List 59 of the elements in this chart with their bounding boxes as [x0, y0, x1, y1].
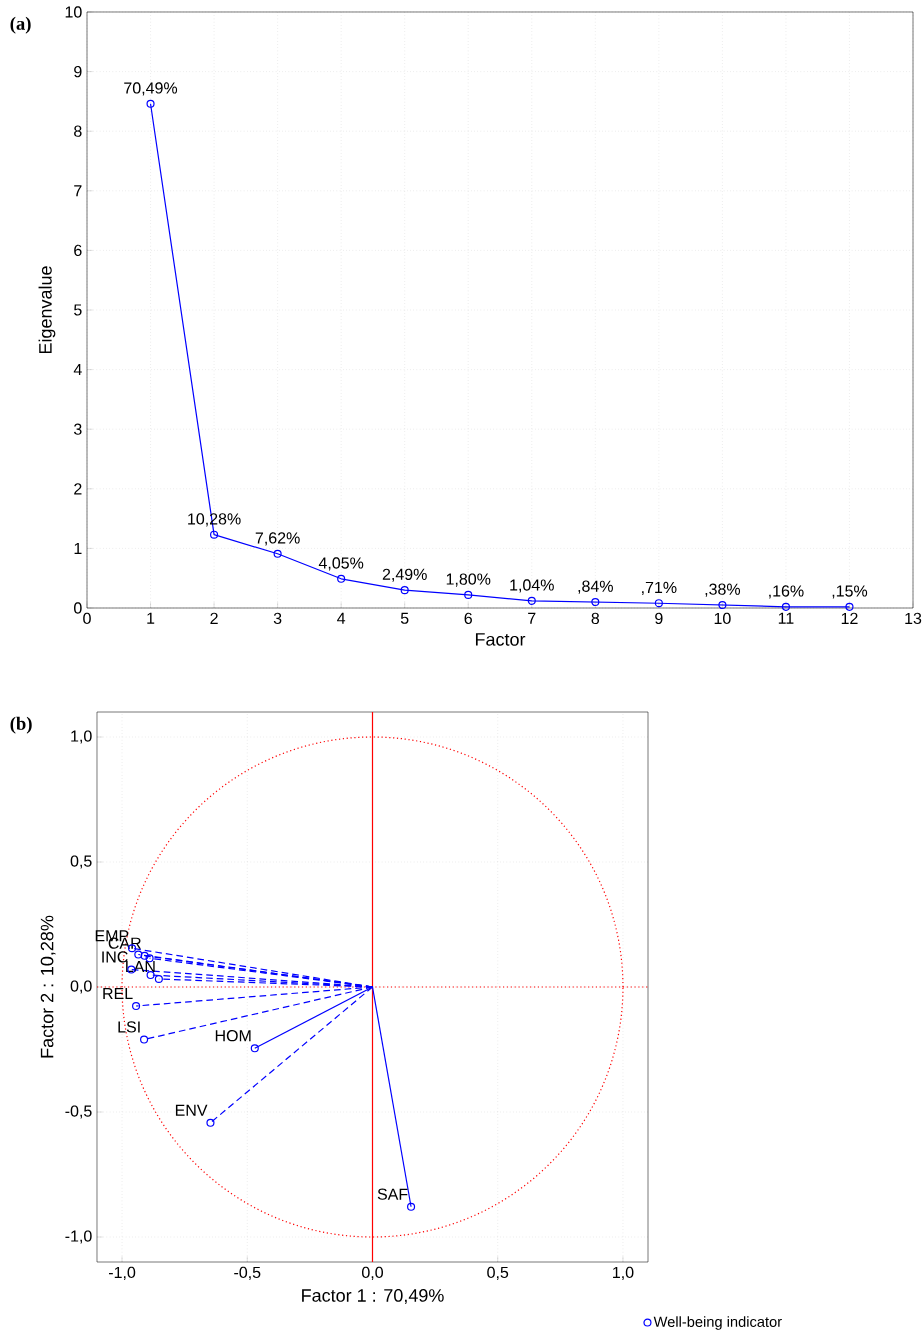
y-tick-label: 0,0: [70, 980, 92, 994]
x-tick-label: 13: [905, 612, 922, 625]
annotation: SAF: [377, 1188, 408, 1200]
y-tick-label: 7: [74, 185, 82, 197]
x-tick-label: 1: [147, 612, 155, 624]
annotation: REL: [103, 988, 133, 1000]
annotation: 7,62%: [255, 532, 300, 546]
y-tick-label: 6: [74, 244, 82, 257]
y-tick-label: 9: [74, 65, 82, 78]
y-tick-label: 0: [74, 602, 82, 614]
y-tick-label: 3: [74, 423, 82, 435]
x-tick-label: 8: [591, 612, 600, 625]
annotation: LAN: [126, 961, 155, 973]
x-tick-label: 1,0: [613, 1266, 634, 1280]
chart-title: (a): [10, 16, 31, 34]
y-tick-label: 8: [74, 125, 82, 137]
y-tick-label: 0,5: [70, 855, 92, 869]
legend-label: Well-being indicator: [653, 1316, 782, 1330]
y-tick-label: 2: [74, 483, 82, 495]
x-tick-label: 6: [464, 612, 472, 625]
x-tick-label: 12: [841, 612, 858, 624]
x-tick-label: -1,0: [108, 1266, 136, 1280]
annotation: ,15%: [832, 585, 868, 599]
y-tick-label: 4: [73, 364, 82, 376]
y-axis-title: Eigenvalue: [38, 266, 56, 354]
x-tick-label: 11: [778, 612, 794, 624]
annotation: ,16%: [769, 585, 804, 599]
annotation: INC: [102, 951, 128, 963]
x-tick-label: 10: [714, 612, 731, 625]
annotation: 1,04%: [510, 579, 554, 593]
annotation: 70,49%: [124, 82, 178, 96]
y-tick-label: 1: [74, 542, 82, 554]
annotation: LSI: [118, 1021, 140, 1033]
x-axis-title: Factor: [475, 633, 526, 646]
x-tick-label: 4: [337, 612, 346, 624]
x-tick-label: 0,0: [362, 1266, 383, 1280]
y-axis-title: Factor 2 : 10,28%: [40, 915, 56, 1058]
x-tick-label: 5: [400, 612, 409, 624]
y-tick-label: 1,0: [71, 730, 92, 744]
x-axis-title: Factor 1 : 70,49%: [302, 1289, 444, 1304]
chart-title: (b): [10, 716, 32, 734]
annotation: ,84%: [578, 580, 613, 594]
x-tick-label: 0,5: [487, 1266, 509, 1280]
x-tick-label: 2: [210, 612, 218, 624]
x-tick-label: -0,5: [234, 1266, 261, 1280]
annotation: 1,80%: [446, 573, 491, 587]
annotation: ,38%: [705, 583, 741, 597]
annotation: 2,49%: [382, 568, 427, 582]
y-tick-label: -0,5: [65, 1105, 92, 1119]
x-tick-label: 9: [655, 612, 663, 625]
annotation: ENV: [175, 1104, 208, 1116]
x-tick-label: 3: [273, 612, 282, 625]
y-tick-label: 10: [65, 6, 82, 18]
y-tick-label: 5: [74, 304, 82, 316]
annotation: HOM: [215, 1030, 251, 1042]
y-tick-label: -1,0: [65, 1230, 92, 1244]
annotation: ,71%: [642, 581, 677, 595]
annotation: 4,05%: [318, 557, 364, 571]
x-tick-label: 7: [528, 612, 536, 624]
